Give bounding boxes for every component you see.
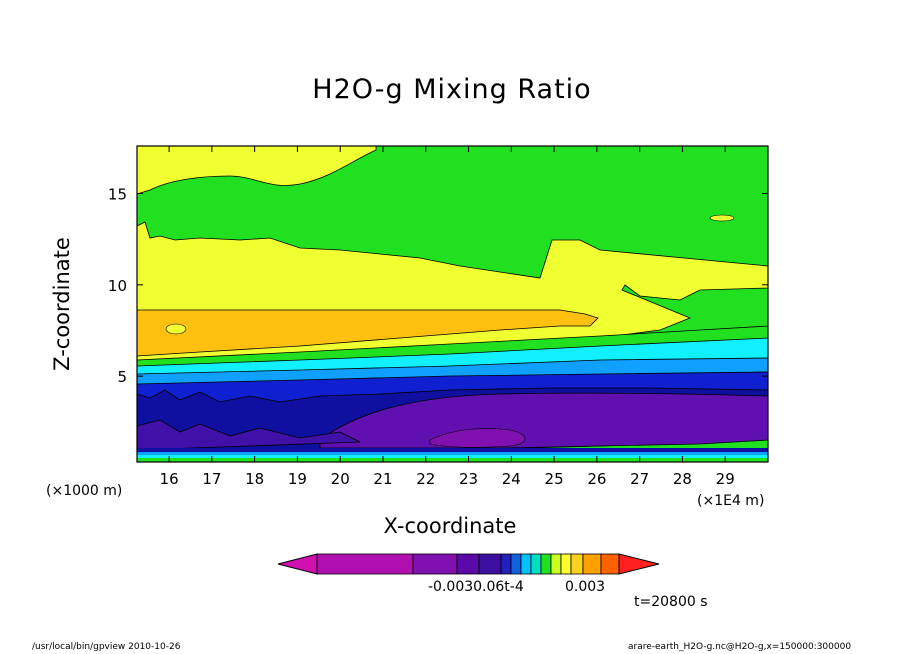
x-tick-label: 20 [331,470,350,488]
bottom-band-lightblue [137,452,768,455]
x-tick-label: 26 [587,470,606,488]
plot-frame [136,145,769,463]
colorbar-segment [582,553,602,575]
x-tick-label: 17 [202,470,221,488]
y-axis-label: Z-coordinate [50,237,74,371]
layer-indigo [137,419,361,451]
x-tick-label: 24 [502,470,521,488]
x-tick-label: 21 [373,470,392,488]
colorbar-segment [478,553,502,575]
colorbar-arrow-left [277,553,318,575]
time-label: t=20800 s [634,594,708,610]
x-unit-label: (×1000 m) [46,483,123,499]
colorbar-arrow-right [618,553,660,575]
colorbar-segment [500,553,512,575]
y-tick-label: 15 [108,185,127,203]
colorbar: -0.0030.06t-4 0.003 [277,553,660,595]
x-tick-label: 29 [716,470,735,488]
x-axis-label: X-coordinate [383,514,517,538]
bottom-band-navy [137,448,768,452]
colorbar-label-left: -0.0030.06t-4 [428,579,524,595]
x-tick-label: 28 [673,470,692,488]
x-tick-label: 23 [459,470,478,488]
colorbar-segment [600,553,620,575]
colorbar-label-right: 0.003 [565,579,605,595]
layer-magenta [429,428,526,448]
x-axis-ticks: 16 17 18 19 20 21 22 23 24 25 26 27 28 29 [160,146,735,488]
orange-island [165,323,187,335]
bottom-band-green [137,458,768,462]
colorbar-segment [520,553,532,575]
x-tick-label: 19 [288,470,307,488]
colorbar-segment [570,553,584,575]
contour-field [137,146,768,462]
x-tick-label: 16 [160,470,179,488]
colorbar-segment [550,553,562,575]
footer-left: /usr/local/bin/gpview 2010-10-26 [32,642,181,652]
colorbar-segment [456,553,480,575]
x-tick-label: 27 [630,470,649,488]
layer-orange [137,309,599,357]
chart-title: H2O-g Mixing Ratio [312,74,592,105]
x-tick-label: 22 [416,470,435,488]
layer-purple [319,392,768,449]
colorbar-segment [530,553,542,575]
footer-right: arare-earth_H2O-g.nc@H2O-g,x=150000:3000… [628,642,852,652]
yellow-island [709,214,735,222]
y-tick-label: 5 [117,368,127,386]
y-tick-label: 10 [108,277,127,295]
layer-yellow [137,146,377,195]
colorbar-segment [316,553,414,575]
colorbar-segment [510,553,522,575]
colorbar-segment [560,553,572,575]
colorbar-segment [412,553,458,575]
y-axis-ticks: 5 10 15 [108,185,768,386]
x-tick-label: 18 [245,470,264,488]
bottom-band-cyan [137,455,768,458]
x-tick-label: 25 [545,470,564,488]
colorbar-segment [540,553,552,575]
x-scale-label: (×1E4 m) [697,493,765,509]
